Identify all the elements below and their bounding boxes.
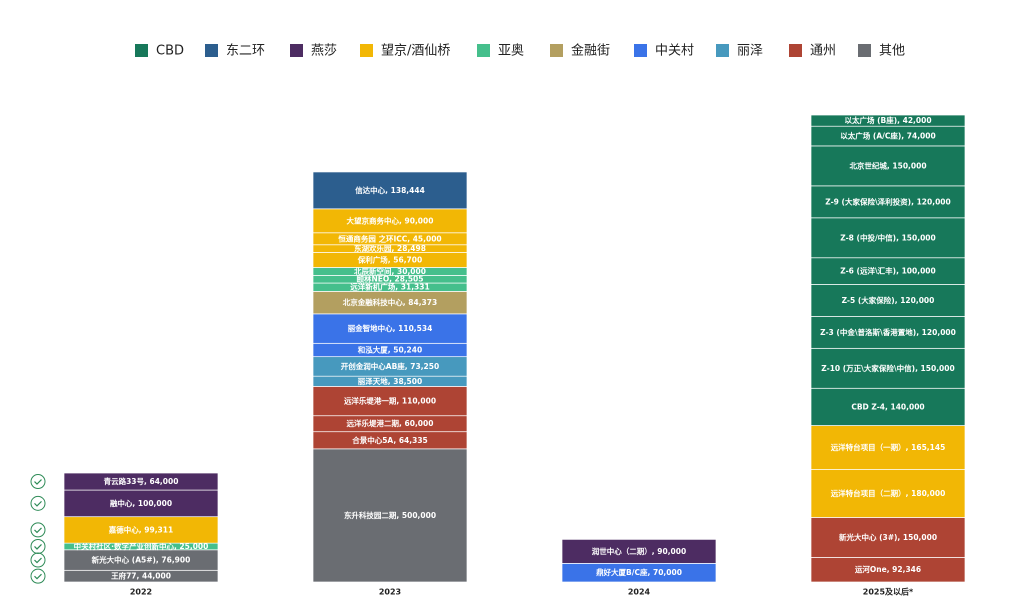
segment-label: Z-9 (大家保险\泽利投资), 120,000 — [825, 196, 950, 206]
legend-label: 丽泽 — [737, 44, 763, 59]
segment-label: 青云路33号, 64,000 — [104, 476, 179, 486]
legend-label: 东二环 — [226, 44, 265, 59]
bar-segment — [810, 316, 966, 349]
bar-segment — [312, 313, 468, 344]
bar-segment — [63, 516, 219, 544]
x-tick-label: 2024 — [628, 588, 651, 597]
legend-swatch — [634, 44, 647, 57]
bar-segment — [810, 217, 966, 259]
x-tick-label: 2025及以后* — [863, 587, 914, 597]
legend-label: 亚奥 — [498, 44, 524, 59]
bar-segment — [810, 469, 966, 518]
segment-label: Z-3 (中金\普洛斯\香港置地), 120,000 — [820, 327, 956, 337]
legend-swatch — [360, 44, 373, 57]
bar-segment — [561, 539, 717, 564]
segment-label: 运河One, 92,346 — [855, 564, 921, 574]
check-icon — [30, 474, 46, 490]
segment-label: 远洋乐堤港一期, 110,000 — [344, 396, 436, 406]
segment-label: Z-5 (大家保险), 120,000 — [842, 295, 935, 305]
segment-label: 嘉德中心, 99,311 — [108, 524, 173, 534]
check-icon-mark — [34, 557, 42, 564]
segment-label: 远洋新机广场, 31,331 — [350, 282, 429, 292]
check-icon — [30, 522, 46, 538]
bar-segment — [810, 557, 966, 583]
bar-segment — [810, 145, 966, 187]
x-tick-label: 2023 — [379, 588, 401, 597]
bar-segment — [312, 448, 468, 583]
segment-label: 中关村社区·数字产业创新中心, 25,000 — [74, 541, 209, 551]
check-icon-mark — [34, 527, 42, 534]
bar-segment — [63, 489, 219, 518]
bar-segment — [63, 472, 219, 491]
check-icon-mark — [34, 573, 42, 580]
check-icon — [30, 495, 46, 511]
segment-label: 远洋特台项目（一期）, 165,145 — [831, 442, 946, 452]
legend-swatch — [205, 44, 218, 57]
segment-label: 新光大中心 (A5#), 76,900 — [92, 555, 191, 565]
legend-swatch — [135, 44, 148, 57]
segment-label: 远洋特台项目（二期）, 180,000 — [831, 488, 946, 498]
legend-swatch — [858, 44, 871, 57]
segment-label: 丽泽天地, 38,500 — [358, 376, 422, 386]
legend-label: CBD — [156, 44, 184, 59]
bar-segment — [810, 257, 966, 285]
bar-segment — [810, 387, 966, 426]
legend-swatch — [477, 44, 490, 57]
x-tick-label: 2022 — [130, 588, 152, 597]
bar-segment — [810, 185, 966, 219]
segment-label: 保利广场, 56,700 — [357, 254, 422, 264]
legend-swatch — [290, 44, 303, 57]
segment-label: Z-6 (远洋\汇丰), 100,000 — [840, 266, 935, 276]
legend-label: 通州 — [810, 44, 836, 59]
segment-label: 新光大中心 (3#), 150,000 — [839, 532, 937, 542]
legend-label: 其他 — [879, 44, 905, 59]
segment-label: 大望京商务中心, 90,000 — [347, 215, 434, 225]
check-icon — [30, 538, 46, 554]
legend-label: 燕莎 — [311, 44, 337, 59]
segment-label: 恒通商务园 之环ICC, 45,000 — [338, 233, 441, 243]
legend-swatch — [550, 44, 563, 57]
segment-label: 远洋乐堤港二期, 60,000 — [347, 418, 434, 428]
check-icon-mark — [34, 479, 42, 485]
segment-label: 融中心, 100,000 — [110, 498, 172, 508]
segment-label: 润世中心（二期）, 90,000 — [592, 546, 686, 556]
segment-label: 王府77, 44,000 — [111, 571, 171, 581]
segment-label: 合景中心5A, 64,335 — [352, 435, 428, 445]
segment-label: Z-10 (万正\大家保险\中信), 150,000 — [821, 363, 954, 373]
bar-segment — [312, 386, 468, 417]
segment-label: 以太广场 (B座), 42,000 — [844, 115, 931, 125]
segment-label: 信达中心, 138,444 — [355, 185, 425, 195]
segment-label: Z-8 (中投/中信), 150,000 — [840, 232, 935, 242]
bar-segment — [810, 347, 966, 389]
segment-label: 北京世纪城, 150,000 — [849, 160, 926, 170]
segment-label: 以太广场 (A/C座), 74,000 — [840, 131, 935, 141]
segment-label: 开创金润中心AB座, 73,250 — [341, 361, 439, 371]
check-icon-mark — [34, 544, 42, 550]
segment-label: CBD Z-4, 140,000 — [851, 402, 924, 411]
bar-segment — [312, 171, 468, 210]
legend-label: 金融街 — [571, 43, 610, 59]
legend-label: 望京/酒仙桥 — [381, 43, 450, 59]
legend-swatch — [789, 44, 802, 57]
segment-label: 颐林NEO, 28,505 — [356, 274, 423, 284]
segment-label: 鼎好大厦B/C座, 70,000 — [596, 567, 682, 577]
segment-label: 和泓大厦, 50,240 — [358, 344, 422, 354]
bar-segment — [810, 284, 966, 317]
segment-label: 北辰新空间, 30,000 — [354, 266, 426, 276]
check-icon-mark — [34, 500, 42, 507]
check-icon — [30, 568, 46, 584]
segment-label: 东湖欢乐园, 28,498 — [354, 243, 426, 253]
legend-label: 中关村 — [655, 44, 694, 59]
segment-label: 丽金智地中心, 110,534 — [348, 323, 433, 333]
segment-label: 东升科技园二期, 500,000 — [344, 510, 436, 520]
legend-swatch — [716, 44, 729, 57]
bar-segment — [810, 517, 966, 558]
bar-segment — [810, 114, 966, 127]
bar-segment — [810, 425, 966, 470]
check-icon — [30, 552, 46, 568]
segment-label: 北京金融科技中心, 84,373 — [343, 297, 437, 307]
